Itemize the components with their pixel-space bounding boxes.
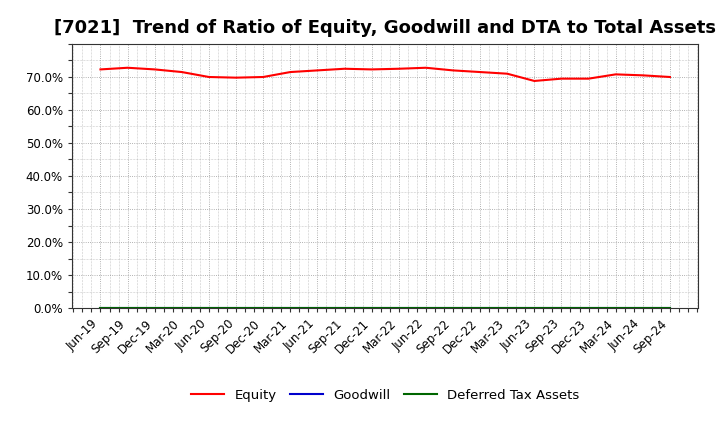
Deferred Tax Assets: [476, 305, 485, 311]
Deferred Tax Assets: [665, 305, 674, 311]
Line: Equity: Equity: [101, 68, 670, 81]
Goodwill: [421, 305, 430, 311]
Deferred Tax Assets: [421, 305, 430, 311]
Equity: [611, 72, 620, 77]
Deferred Tax Assets: [611, 305, 620, 311]
Goodwill: [286, 305, 294, 311]
Equity: [449, 68, 457, 73]
Equity: [421, 65, 430, 70]
Goodwill: [665, 305, 674, 311]
Deferred Tax Assets: [367, 305, 376, 311]
Equity: [639, 73, 647, 78]
Deferred Tax Assets: [313, 305, 322, 311]
Goodwill: [367, 305, 376, 311]
Goodwill: [96, 305, 105, 311]
Deferred Tax Assets: [341, 305, 349, 311]
Equity: [232, 75, 240, 80]
Deferred Tax Assets: [557, 305, 566, 311]
Equity: [313, 68, 322, 73]
Equity: [286, 70, 294, 75]
Title: [7021]  Trend of Ratio of Equity, Goodwill and DTA to Total Assets: [7021] Trend of Ratio of Equity, Goodwil…: [54, 19, 716, 37]
Equity: [123, 65, 132, 70]
Equity: [395, 66, 403, 71]
Goodwill: [204, 305, 213, 311]
Deferred Tax Assets: [503, 305, 511, 311]
Deferred Tax Assets: [530, 305, 539, 311]
Equity: [530, 78, 539, 84]
Deferred Tax Assets: [96, 305, 105, 311]
Goodwill: [611, 305, 620, 311]
Deferred Tax Assets: [178, 305, 186, 311]
Goodwill: [150, 305, 159, 311]
Legend: Equity, Goodwill, Deferred Tax Assets: Equity, Goodwill, Deferred Tax Assets: [186, 383, 585, 407]
Deferred Tax Assets: [204, 305, 213, 311]
Deferred Tax Assets: [259, 305, 268, 311]
Goodwill: [584, 305, 593, 311]
Deferred Tax Assets: [395, 305, 403, 311]
Equity: [557, 76, 566, 81]
Goodwill: [530, 305, 539, 311]
Equity: [204, 74, 213, 80]
Deferred Tax Assets: [123, 305, 132, 311]
Equity: [503, 71, 511, 76]
Deferred Tax Assets: [584, 305, 593, 311]
Deferred Tax Assets: [286, 305, 294, 311]
Deferred Tax Assets: [150, 305, 159, 311]
Goodwill: [395, 305, 403, 311]
Equity: [665, 74, 674, 80]
Deferred Tax Assets: [639, 305, 647, 311]
Goodwill: [232, 305, 240, 311]
Equity: [584, 76, 593, 81]
Goodwill: [313, 305, 322, 311]
Equity: [259, 74, 268, 80]
Goodwill: [557, 305, 566, 311]
Goodwill: [123, 305, 132, 311]
Goodwill: [341, 305, 349, 311]
Equity: [96, 67, 105, 72]
Equity: [341, 66, 349, 71]
Goodwill: [449, 305, 457, 311]
Equity: [150, 67, 159, 72]
Goodwill: [259, 305, 268, 311]
Equity: [178, 70, 186, 75]
Goodwill: [476, 305, 485, 311]
Goodwill: [639, 305, 647, 311]
Equity: [476, 70, 485, 75]
Deferred Tax Assets: [449, 305, 457, 311]
Equity: [367, 67, 376, 72]
Goodwill: [178, 305, 186, 311]
Goodwill: [503, 305, 511, 311]
Deferred Tax Assets: [232, 305, 240, 311]
